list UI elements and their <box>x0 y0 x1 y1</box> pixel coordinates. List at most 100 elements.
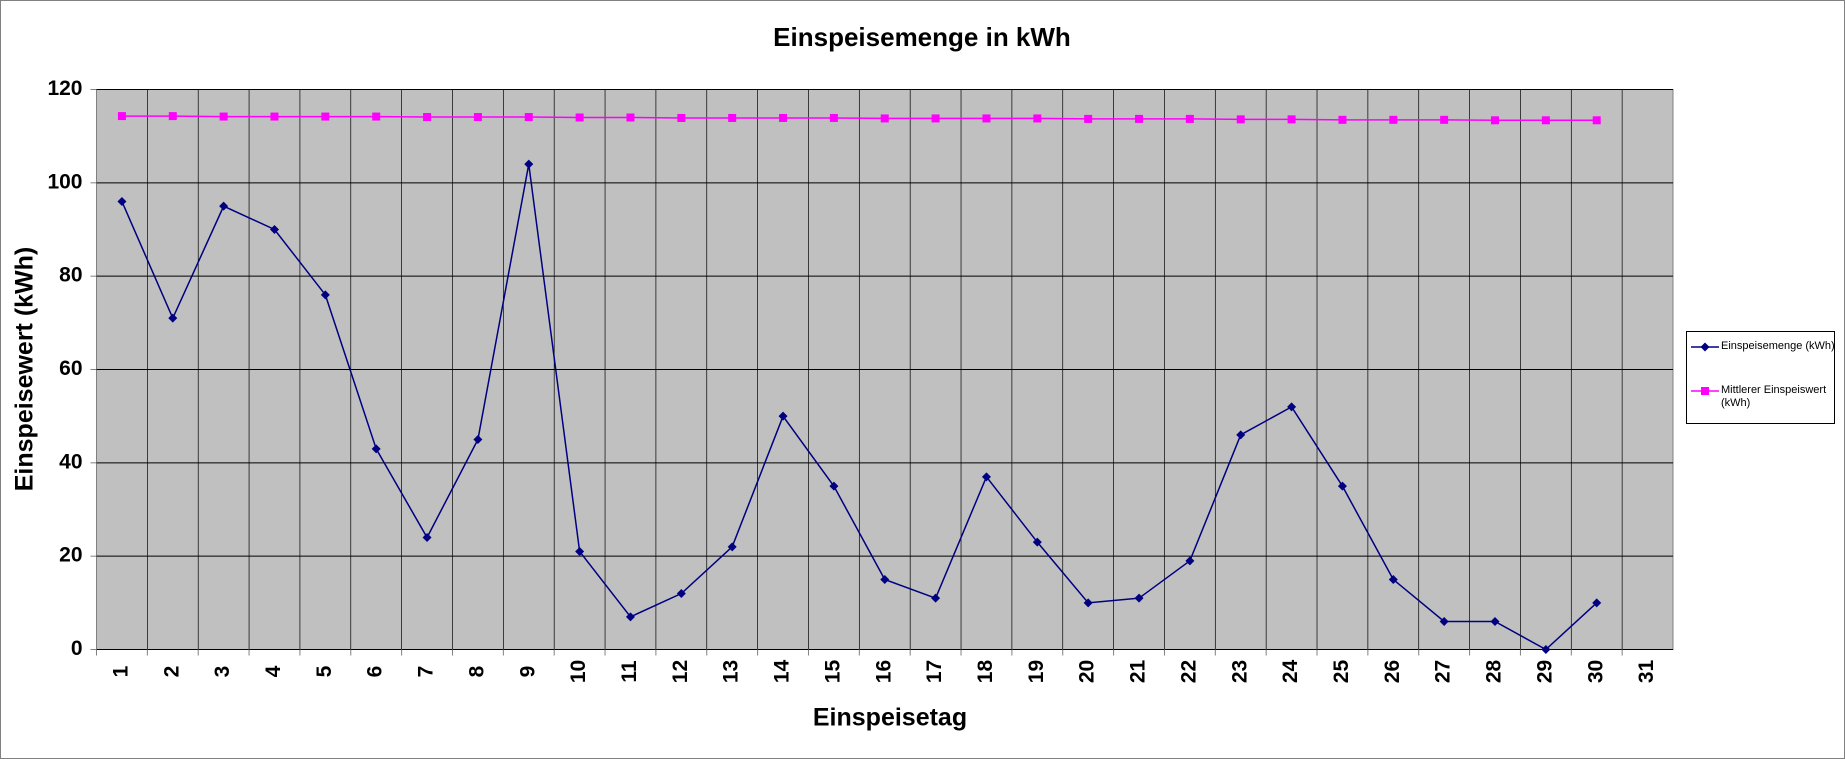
legend-marker <box>1701 387 1709 395</box>
diamond-marker <box>1541 645 1551 654</box>
y-tick-label: 60 <box>59 357 82 380</box>
square-marker <box>423 113 432 122</box>
x-tick-label: 31 <box>1635 660 1658 684</box>
x-tick-label: 29 <box>1533 660 1556 683</box>
square-marker <box>1389 115 1398 124</box>
square-marker <box>880 114 889 123</box>
legend-label: Mittlerer Einspeiswert (kWh) <box>1721 384 1827 409</box>
square-marker <box>1440 115 1449 124</box>
square-marker <box>1592 116 1601 125</box>
diamond-marker <box>676 589 686 598</box>
square-marker <box>1185 114 1194 123</box>
x-tick-label: 3 <box>211 666 234 678</box>
x-tick-label: 13 <box>720 660 743 683</box>
diamond-marker <box>931 593 941 603</box>
x-tick-label: 12 <box>669 660 692 683</box>
diamond-marker <box>1032 537 1042 547</box>
y-tick-label: 40 <box>59 450 82 473</box>
legend: Einspeisemenge (kWh) Mittlerer Einspeiswe… <box>1686 331 1835 424</box>
x-tick-label: 20 <box>1076 660 1099 683</box>
square-marker <box>117 112 126 121</box>
legend-swatch <box>1691 387 1719 395</box>
series-line <box>121 115 1597 122</box>
square-marker <box>982 114 991 123</box>
x-tick-label: 23 <box>1228 660 1251 683</box>
series-line <box>121 164 1598 651</box>
diamond-marker <box>1134 593 1144 603</box>
x-tick-label: 16 <box>872 660 895 683</box>
x-tick-label: 26 <box>1381 660 1404 683</box>
square-marker <box>1287 115 1296 124</box>
x-tick-label: 17 <box>923 660 946 683</box>
x-tick-label: 1 <box>109 665 132 677</box>
square-marker <box>626 113 635 122</box>
square-marker <box>321 112 330 121</box>
square-marker <box>1338 115 1347 124</box>
diamond-marker <box>320 290 330 300</box>
diamond-marker <box>1439 617 1449 626</box>
legend-label: Einspeisemenge (kWh) <box>1721 340 1835 352</box>
x-tick-label: 4 <box>262 665 285 677</box>
diamond-marker <box>1337 481 1347 491</box>
x-tick-label: 10 <box>567 660 590 683</box>
chart-title: Einspeisemenge in kWh <box>773 22 1071 52</box>
x-tick-label: 24 <box>1279 660 1302 684</box>
diamond-marker <box>1592 598 1602 608</box>
x-tick-label: 5 <box>313 665 336 677</box>
y-tick-label: 80 <box>59 264 82 287</box>
square-marker <box>1236 115 1245 124</box>
x-tick-label: 14 <box>771 660 794 684</box>
square-marker <box>270 112 279 121</box>
x-tick-label: 28 <box>1483 660 1506 684</box>
x-axis-title: Einspeisetag <box>813 704 967 732</box>
square-marker <box>829 113 838 122</box>
x-tick-label: 7 <box>415 666 438 678</box>
square-marker <box>372 112 381 121</box>
y-tick-label: 120 <box>47 77 82 100</box>
diamond-marker <box>269 225 279 234</box>
x-tick-label: 22 <box>1177 660 1200 683</box>
x-tick-label: 25 <box>1330 660 1353 684</box>
diamond-marker <box>1287 402 1297 412</box>
diamond-marker <box>981 472 991 482</box>
square-marker <box>779 113 788 122</box>
square-marker <box>1491 116 1500 125</box>
diamond-marker <box>880 575 890 584</box>
x-tick-label: 15 <box>821 660 844 684</box>
diamond-marker <box>524 159 534 169</box>
diamond-marker <box>422 533 432 542</box>
x-tick-label: 11 <box>618 660 641 683</box>
diamond-marker <box>473 435 483 444</box>
square-marker <box>1541 116 1550 125</box>
x-tick-label: 2 <box>160 666 183 678</box>
diamond-marker <box>778 411 788 421</box>
diamond-marker <box>575 547 585 556</box>
square-marker <box>575 113 584 122</box>
x-tick-label: 9 <box>516 666 539 678</box>
y-tick-label: 20 <box>59 544 82 567</box>
diamond-marker <box>727 542 737 552</box>
square-marker <box>219 112 228 121</box>
x-tick-label: 18 <box>974 660 997 684</box>
square-marker <box>1033 114 1042 123</box>
legend-swatch <box>1691 342 1719 352</box>
legend-marker <box>1700 342 1710 352</box>
diamond-marker <box>219 201 229 211</box>
diamond-marker <box>1388 575 1398 584</box>
square-marker <box>524 113 533 122</box>
x-tick-label: 27 <box>1432 660 1455 683</box>
square-marker <box>931 114 940 123</box>
diamond-marker <box>168 313 178 323</box>
square-marker <box>473 113 482 122</box>
diamond-marker <box>1185 556 1195 566</box>
diamond-marker <box>371 444 381 454</box>
y-axis-title: Einspeisewert (kWh) <box>11 247 39 492</box>
x-tick-label: 30 <box>1584 660 1607 683</box>
x-tick-label: 6 <box>364 666 387 678</box>
diamond-marker <box>1236 430 1246 440</box>
square-marker <box>1084 114 1093 123</box>
square-marker <box>1135 114 1144 123</box>
y-tick-label: 100 <box>47 170 82 193</box>
